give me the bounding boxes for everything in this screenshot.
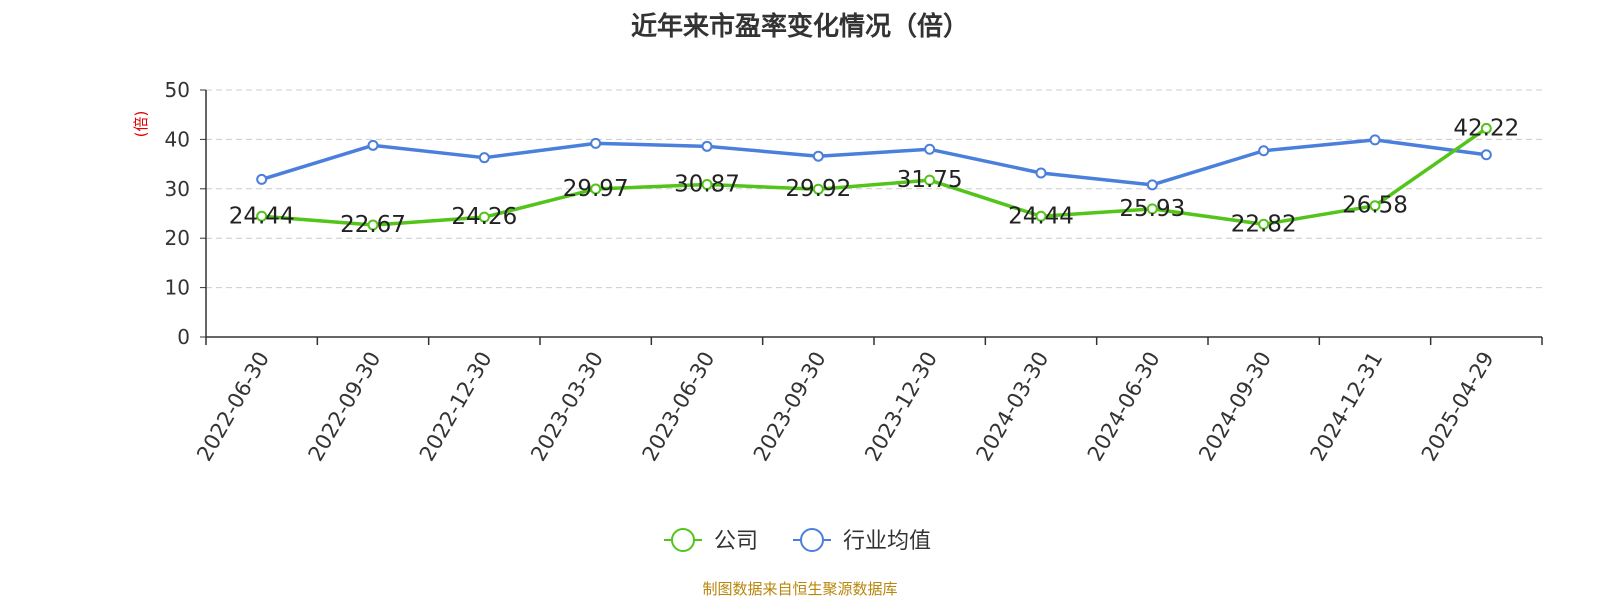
data-label: 24.44 (229, 203, 295, 229)
data-point[interactable] (1369, 134, 1381, 146)
data-point[interactable] (256, 210, 268, 222)
data-point[interactable] (1146, 179, 1158, 191)
source-note: 制图数据来自恒生聚源数据库 (702, 580, 898, 598)
grid-layer (206, 89, 1542, 289)
data-label: 26.58 (1342, 193, 1408, 219)
y-tick-label: 40 (165, 127, 190, 151)
legend-item-0[interactable]: 公司 (664, 528, 758, 554)
x-tick-label: 2023-06-30 (638, 348, 720, 466)
data-point[interactable] (256, 173, 268, 185)
series-layer (256, 122, 1492, 231)
data-label: 30.87 (674, 172, 740, 198)
data-label: 29.92 (785, 176, 851, 202)
x-tick-label: 2022-12-30 (415, 348, 497, 466)
x-tick-label: 2023-03-30 (526, 348, 608, 466)
data-point[interactable] (367, 139, 379, 151)
legend-item-1[interactable]: 行业均值 (793, 528, 931, 554)
data-point[interactable] (590, 137, 602, 149)
legend[interactable]: 公司 行业均值 (664, 528, 931, 554)
data-point[interactable] (812, 150, 824, 162)
data-point[interactable] (1480, 149, 1492, 161)
data-point[interactable] (924, 174, 936, 186)
data-point[interactable] (367, 219, 379, 231)
x-tick-label: 2022-06-30 (192, 348, 274, 466)
y-tick-label: 30 (165, 177, 190, 201)
y-tick-label: 0 (177, 325, 190, 349)
data-label: 24.26 (451, 204, 517, 230)
data-point[interactable] (924, 143, 936, 155)
data-point[interactable] (701, 179, 713, 191)
axis-layer: 0 10 20 30 40 50 2022-06-30 2022-09-30 2022-12-3… (165, 78, 1543, 466)
y-tick-label: 20 (165, 226, 190, 250)
data-label-layer: 24.44 22.67 24.26 29.97 30.87 29.92 31.75 24.44… (229, 115, 1520, 238)
data-point[interactable] (478, 152, 490, 164)
data-label: 22.67 (340, 212, 406, 238)
x-tick-label: 2024-06-30 (1083, 348, 1165, 466)
y-tick-label: 50 (165, 78, 190, 102)
series-line-0 (261, 126, 1488, 227)
data-point[interactable] (1035, 210, 1047, 222)
y-axis-label: (倍) (132, 111, 150, 138)
legend-label: 行业均值 (843, 529, 931, 554)
data-label: 22.82 (1231, 211, 1297, 237)
data-label: 25.93 (1119, 196, 1185, 222)
data-label: 29.97 (563, 176, 629, 202)
x-tick-label: 2025-04-29 (1417, 348, 1499, 466)
data-point[interactable] (478, 211, 490, 223)
x-tick-label: 2024-03-30 (972, 348, 1054, 466)
data-point[interactable] (590, 183, 602, 195)
data-label: 31.75 (897, 167, 963, 193)
x-tick-label: 2024-12-31 (1306, 348, 1388, 466)
data-point[interactable] (1480, 122, 1492, 134)
data-point[interactable] (1369, 200, 1381, 212)
legend-label: 公司 (714, 529, 758, 554)
data-point[interactable] (812, 183, 824, 195)
legend-circle-icon (671, 528, 695, 552)
data-point[interactable] (1146, 203, 1158, 215)
legend-circle-icon (800, 528, 824, 552)
x-tick-label: 2023-12-30 (860, 348, 942, 466)
data-point[interactable] (1258, 218, 1270, 230)
x-tick-label: 2023-09-30 (749, 348, 831, 466)
data-label: 24.44 (1008, 203, 1074, 229)
y-tick-label: 10 (165, 276, 190, 300)
x-tick-label: 2024-09-30 (1194, 348, 1276, 466)
data-point[interactable] (701, 140, 713, 152)
chart-title: 近年来市盈率变化情况（倍） (630, 12, 969, 42)
data-label: 42.22 (1453, 115, 1519, 141)
data-point[interactable] (1035, 167, 1047, 179)
series-line-1 (261, 138, 1487, 187)
data-point[interactable] (1258, 145, 1270, 157)
x-tick-label: 2022-09-30 (304, 348, 386, 466)
